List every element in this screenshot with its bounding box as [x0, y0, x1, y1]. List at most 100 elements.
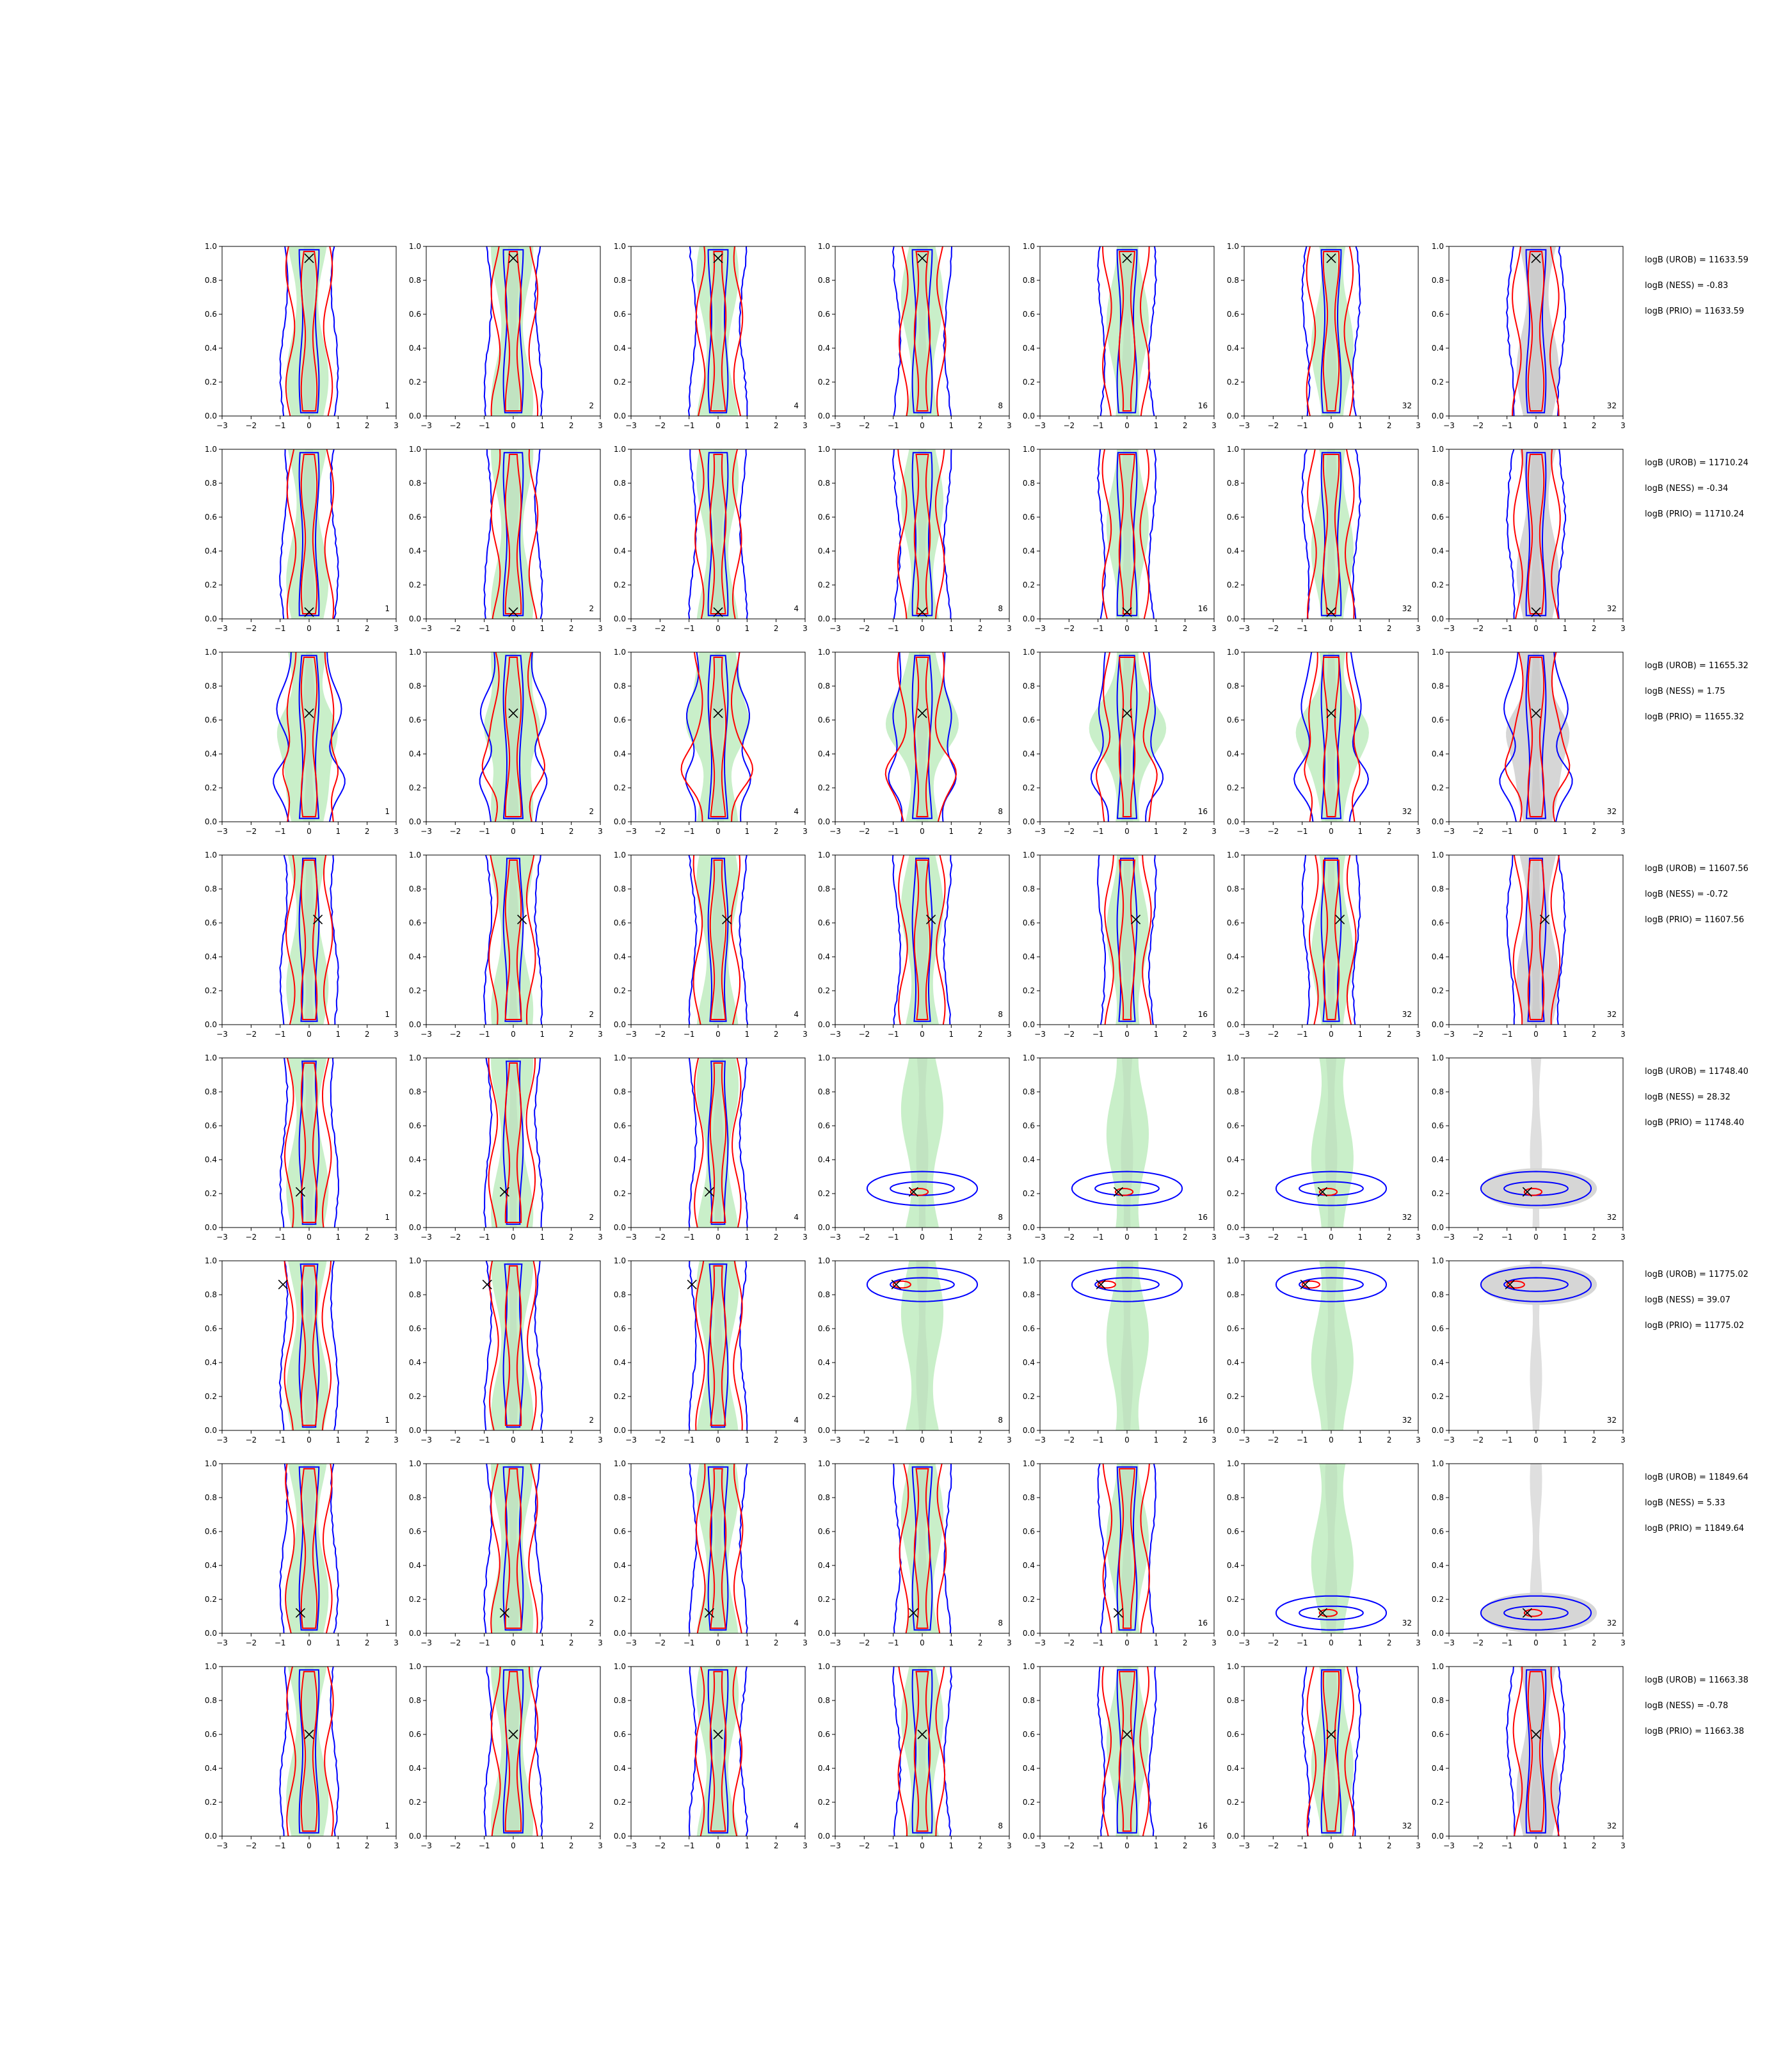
y-tick-label: 1.0 [409, 445, 421, 454]
y-tick-label: 0.2 [818, 783, 830, 792]
x-tick-label: −1 [1501, 1841, 1513, 1850]
y-tick-label: 1.0 [1432, 648, 1444, 657]
y-tick-label: 0.6 [614, 1730, 626, 1739]
red-contour-outer [695, 246, 744, 416]
blue-contour-inner [1503, 1605, 1569, 1620]
y-tick-label: 1.0 [1227, 648, 1239, 657]
x-tick-label: 2 [569, 1030, 574, 1039]
red-contour-inner [913, 860, 931, 1020]
x-tick-label: 3 [803, 827, 808, 836]
truth-marker [722, 915, 732, 925]
blue-contour-outer [1505, 855, 1566, 1025]
blue-contour-inner [502, 655, 524, 819]
red-contour-inner [709, 251, 727, 412]
y-tick-label: 0.2 [205, 580, 217, 589]
y-tick-label: 0.6 [1227, 310, 1239, 319]
x-tick-label: −3 [1034, 1030, 1046, 1039]
logb-text: logB (UROB) = 11607.56 [1645, 864, 1748, 874]
subplot-r6-c2: −3 −2 −1 0 1 2 3 0.0 0.2 0.4 0.6 0.8 1.0 2 [409, 1256, 603, 1444]
y-tick-label: 0.4 [614, 952, 626, 961]
logb-text: logB (NESS) = 39.07 [1645, 1295, 1731, 1305]
density-core [1325, 1667, 1338, 1836]
red-contour-inner [913, 454, 931, 614]
blue-contour-outer [688, 1667, 749, 1836]
red-contour-inner [300, 251, 318, 412]
x-tick-label: 2 [978, 624, 983, 633]
y-tick-label: 1.0 [409, 1662, 421, 1671]
red-contour-inner [504, 1265, 522, 1427]
truth-marker [517, 915, 527, 925]
y-tick-label: 1.0 [205, 1053, 217, 1062]
column-label: 16 [1198, 1416, 1208, 1425]
y-tick-label: 1.0 [1227, 1459, 1239, 1468]
subplot-r4-c3: −3 −2 −1 0 1 2 3 0.0 0.2 0.4 0.6 0.8 1.0 4 [614, 851, 808, 1039]
x-tick-label: 0 [1533, 1638, 1539, 1647]
truth-marker [1531, 607, 1541, 617]
red-contour-inner [709, 1062, 727, 1223]
x-tick-label: 3 [803, 1436, 808, 1444]
red-contour-outer [1101, 1667, 1150, 1836]
x-tick-label: 1 [1358, 624, 1363, 633]
y-tick-label: 0.2 [614, 986, 626, 995]
x-tick-label: 3 [1620, 1638, 1626, 1647]
blue-contour-inner [890, 1181, 955, 1196]
y-tick-label: 0.6 [1432, 1527, 1444, 1536]
x-tick-label: 3 [598, 1841, 603, 1850]
truth-marker [1326, 253, 1336, 264]
subplot-r4-c5: −3 −2 −1 0 1 2 3 0.0 0.2 0.4 0.6 0.8 1.0 16 [1023, 851, 1217, 1039]
y-tick-label: 0.0 [1227, 817, 1239, 826]
y-tick-label: 0.4 [205, 952, 217, 961]
x-tick-label: −2 [1063, 421, 1075, 430]
y-tick-label: 0.0 [614, 1426, 626, 1435]
blue-contour-outer [279, 1058, 340, 1228]
x-tick-label: −1 [479, 1233, 490, 1242]
red-contour-inner [1318, 1608, 1338, 1617]
truth-marker [917, 253, 927, 264]
x-tick-label: 0 [307, 827, 312, 836]
blue-contour-inner [1320, 249, 1342, 413]
x-tick-label: 0 [1124, 1638, 1130, 1647]
x-tick-label: 1 [1154, 1638, 1159, 1647]
column-label: 4 [794, 1010, 799, 1019]
x-tick-label: 3 [1212, 1233, 1217, 1242]
density-core [1121, 652, 1133, 822]
red-contour-outer [695, 1261, 743, 1430]
x-tick-label: −3 [625, 1436, 637, 1444]
column-label: 4 [794, 1416, 799, 1425]
y-tick-label: 0.2 [409, 986, 421, 995]
y-tick-label: 0.8 [1432, 1087, 1444, 1096]
density-core [1121, 449, 1133, 619]
y-tick-label: 0.0 [1227, 1832, 1239, 1841]
blue-contour-inner [502, 249, 524, 413]
y-tick-label: 0.4 [409, 1358, 421, 1367]
y-tick-label: 0.8 [409, 1493, 421, 1502]
blue-contour-outer [1300, 449, 1362, 619]
y-tick-label: 0.4 [1432, 344, 1444, 353]
x-tick-label: 0 [920, 624, 925, 633]
contour-area [892, 449, 952, 619]
contour-area [866, 1261, 979, 1430]
density-core [916, 1464, 929, 1633]
y-tick-label: 0.8 [409, 1087, 421, 1096]
subplot-r8-c1: −3 −2 −1 0 1 2 3 0.0 0.2 0.4 0.6 0.8 1.0 1 [205, 1662, 399, 1850]
truth-marker [1531, 253, 1541, 264]
y-tick-label: 0.4 [1432, 749, 1444, 758]
x-tick-label: −1 [1297, 421, 1308, 430]
truth-marker [704, 1187, 714, 1197]
truth-marker [1131, 915, 1141, 925]
y-tick-label: 0.0 [1227, 1223, 1239, 1232]
column-label: 4 [794, 401, 799, 410]
x-tick-label: 3 [1212, 827, 1217, 836]
x-tick-label: 2 [1183, 1841, 1188, 1850]
y-tick-label: 0.6 [409, 1324, 421, 1333]
y-tick-label: 0.6 [1432, 716, 1444, 724]
blue-contour-inner [1503, 1277, 1569, 1292]
x-tick-label: −3 [1238, 1638, 1250, 1647]
x-tick-label: −1 [479, 827, 490, 836]
column-label: 16 [1198, 1821, 1208, 1830]
x-tick-label: −3 [1443, 1233, 1455, 1242]
y-tick-label: 0.2 [205, 378, 217, 387]
y-tick-label: 1.0 [1432, 242, 1444, 251]
y-tick-label: 0.2 [1227, 1392, 1239, 1401]
x-tick-label: 0 [1329, 1841, 1334, 1850]
